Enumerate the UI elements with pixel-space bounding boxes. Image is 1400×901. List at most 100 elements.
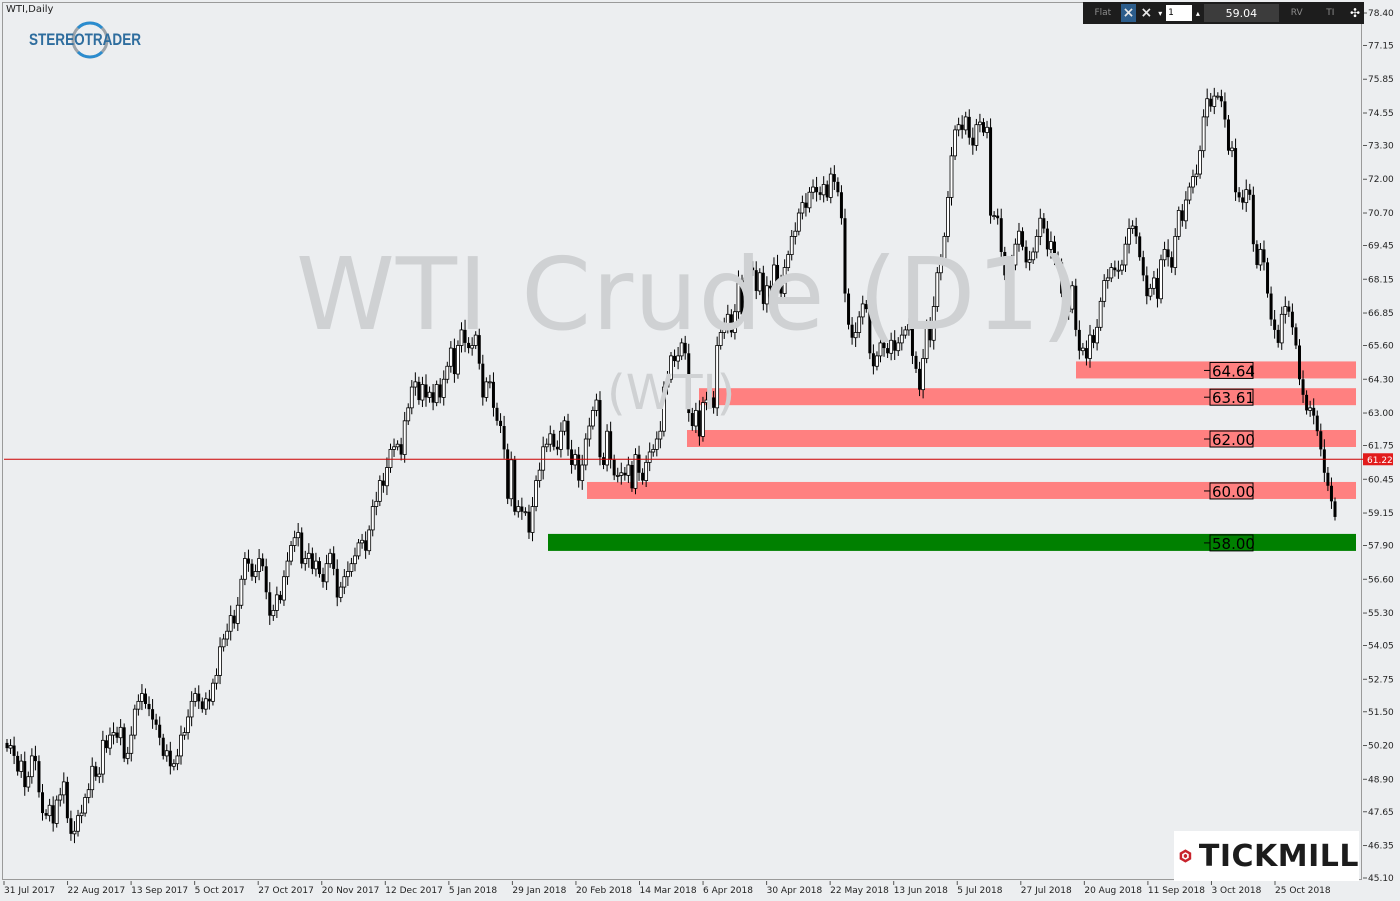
candle — [431, 383, 435, 411]
candle — [171, 759, 176, 771]
candle — [1297, 339, 1301, 386]
candle — [218, 637, 222, 685]
price-tick-label: 52.75 — [1368, 675, 1394, 685]
candle-body-down — [321, 574, 325, 582]
price-tick-label: 61.75 — [1368, 442, 1394, 452]
candle — [470, 337, 475, 356]
level-labels-layer: 64.64 63.61 62.00 60.00 58.00 — [1204, 361, 1255, 553]
time-tick-label: 12 Dec 2017 — [385, 886, 443, 896]
candle — [1234, 138, 1238, 201]
candle — [356, 539, 361, 560]
candle-body-up — [661, 386, 666, 432]
candle-body-down — [154, 719, 158, 725]
candle — [793, 222, 798, 245]
dropdown-arrow-icon[interactable]: ▾ — [1158, 8, 1163, 18]
candle — [23, 751, 27, 796]
candle-body-down — [12, 745, 16, 756]
candle-body-down — [1312, 407, 1316, 416]
lot-size-input[interactable]: 1 — [1166, 5, 1192, 21]
candle-body-up — [271, 610, 276, 617]
candle-body-down — [1113, 267, 1117, 271]
candle-body-down — [1021, 231, 1025, 247]
candle-body-up — [100, 739, 105, 775]
candle-body-up — [541, 446, 546, 471]
candle-body-up — [924, 324, 929, 359]
candle-body-up — [1215, 95, 1220, 98]
candle — [641, 468, 645, 485]
candle-body-up — [211, 682, 215, 702]
candle-body-up — [949, 155, 954, 198]
candle-body-down — [850, 324, 854, 338]
candle-body-up — [303, 558, 308, 565]
price-tick-label: 50.20 — [1368, 742, 1394, 752]
candle — [118, 719, 123, 746]
candle-body-down — [1305, 394, 1309, 411]
close-all-icon[interactable]: × — [1120, 4, 1137, 22]
candle — [175, 748, 180, 771]
candle-body-down — [502, 426, 506, 450]
candle — [424, 374, 428, 407]
candle-body-up — [228, 615, 233, 632]
candle-body-down — [513, 459, 517, 512]
candle-body-up — [459, 329, 464, 346]
candle-body-down — [317, 561, 321, 575]
candle — [402, 411, 407, 463]
candle — [989, 118, 993, 224]
crosshair-icon[interactable]: ✣ — [1350, 6, 1361, 20]
candle — [61, 772, 66, 804]
candle — [239, 575, 244, 609]
candle — [1113, 260, 1117, 277]
candle — [1084, 340, 1088, 366]
candle — [807, 187, 812, 213]
candle-body-down — [1226, 119, 1230, 151]
candle-body-up — [679, 342, 684, 357]
candle — [949, 146, 954, 206]
candle — [882, 333, 886, 357]
candle — [729, 309, 733, 338]
candle-body-down — [246, 558, 250, 564]
lot-stepper-up-icon[interactable]: ▴ — [1195, 8, 1200, 18]
time-tick-label: 20 Aug 2018 — [1084, 886, 1142, 896]
candle — [41, 784, 45, 821]
candle — [772, 257, 776, 296]
candle-body-down — [499, 420, 503, 427]
close-icon[interactable]: × — [1140, 5, 1153, 21]
candle-body-up — [83, 797, 88, 814]
price-tick-label: 74.55 — [1368, 109, 1394, 119]
candle — [69, 810, 73, 841]
time-tick-label: 3 Oct 2018 — [1211, 886, 1261, 896]
candle — [918, 361, 922, 397]
candle — [186, 709, 190, 740]
candle-body-up — [1205, 98, 1210, 118]
candle-body-up — [764, 285, 769, 305]
candle-body-up — [338, 586, 343, 598]
candle-body-down — [44, 813, 48, 816]
candle — [97, 767, 102, 784]
candle — [821, 176, 826, 203]
candle-body-down — [1237, 192, 1241, 198]
candle — [154, 713, 158, 731]
candle-body-down — [804, 202, 808, 208]
candle-body-down — [1294, 327, 1298, 346]
candle-body-up — [1194, 173, 1199, 178]
candle-body-up — [225, 630, 230, 640]
flat-button[interactable]: Flat — [1094, 8, 1112, 18]
candle-body-down — [825, 184, 829, 198]
candle-body-down — [268, 592, 272, 616]
candle-body-up — [1258, 248, 1263, 266]
candle-body-up — [1034, 235, 1039, 253]
ti-button[interactable]: TI — [1326, 8, 1335, 18]
candle-body-up — [793, 230, 798, 237]
candle — [559, 422, 563, 458]
candle-body-down — [399, 444, 403, 455]
candle-body-up — [1230, 147, 1234, 152]
candle-body-down — [33, 755, 37, 762]
candle — [1294, 323, 1298, 350]
candle — [132, 704, 137, 740]
rv-button[interactable]: RV — [1290, 8, 1303, 18]
candle-body-down — [630, 464, 634, 489]
candle-body-up — [580, 464, 585, 481]
candle-body-down — [623, 472, 627, 476]
